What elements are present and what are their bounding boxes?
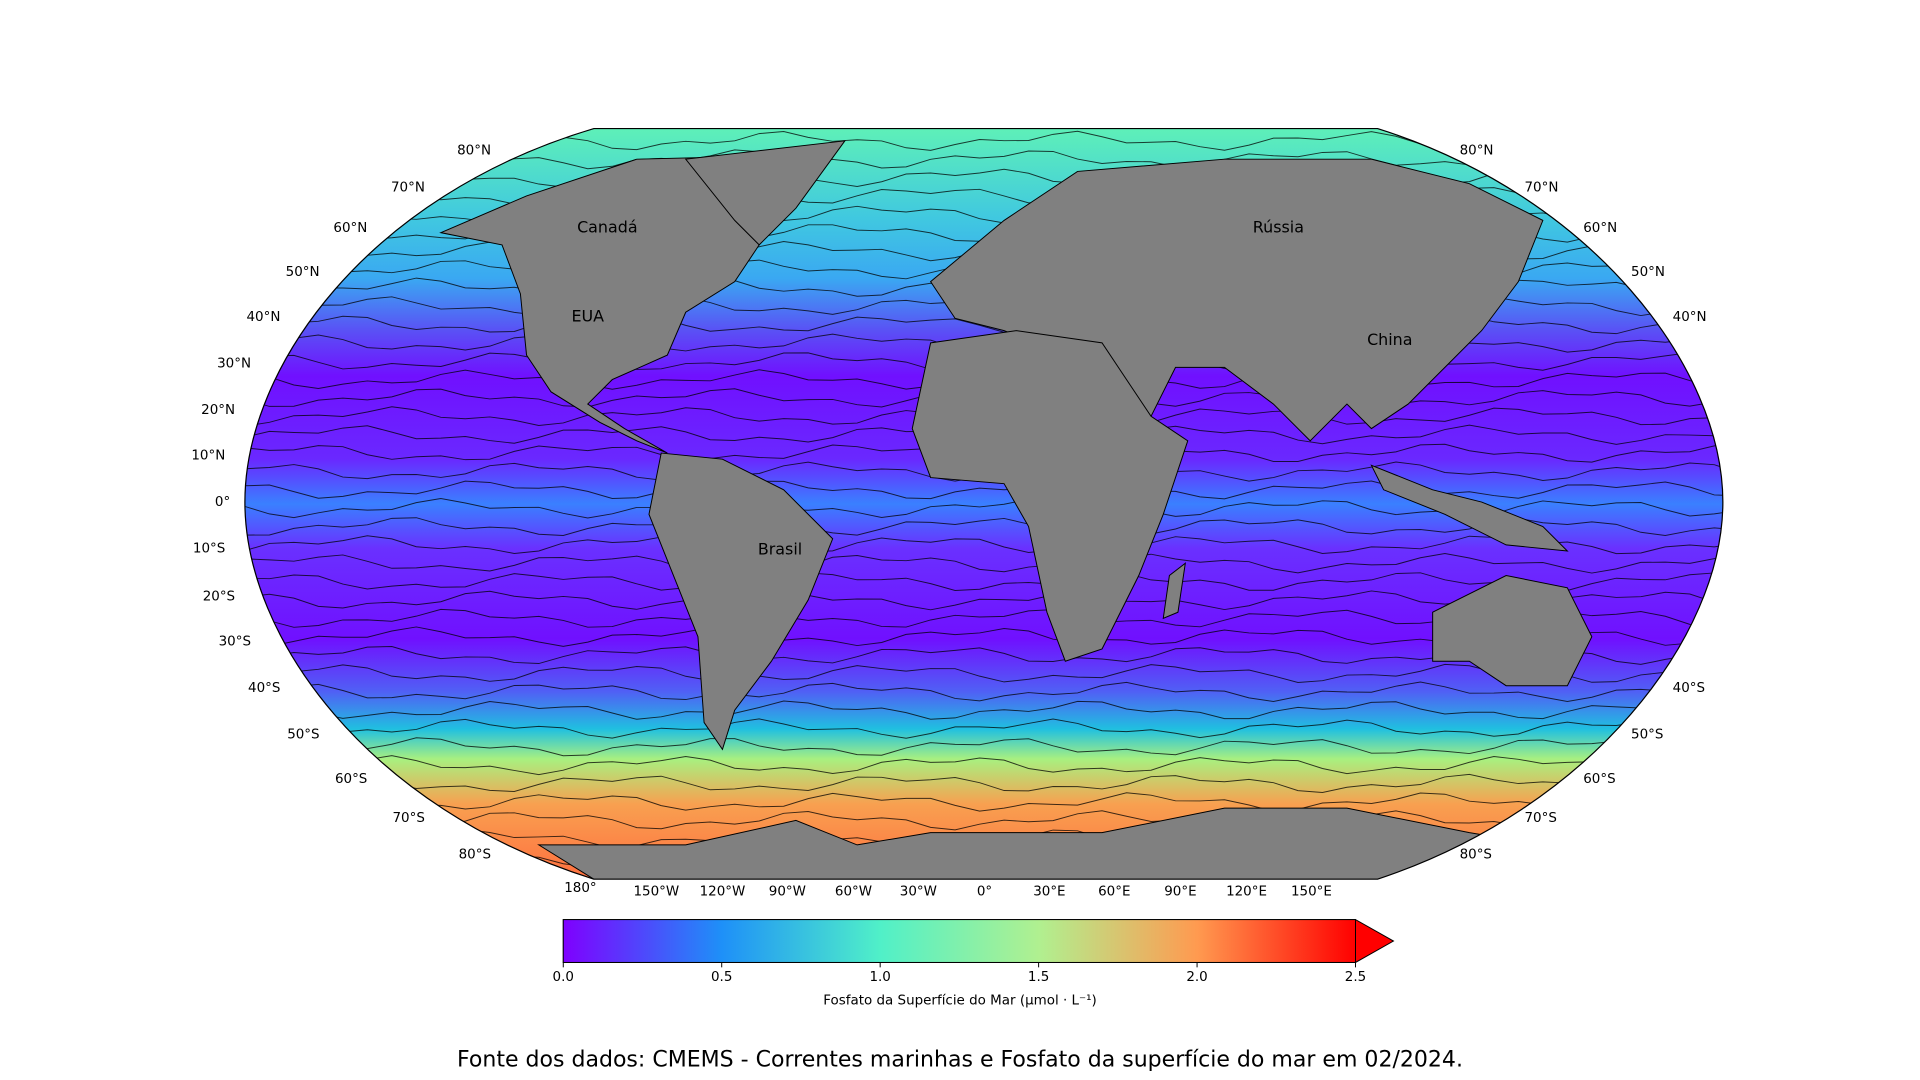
lon-label: 60°E	[1098, 884, 1130, 899]
lon-label: 150°W	[633, 884, 679, 899]
streamline	[244, 480, 1723, 500]
colorbar-tick-label: 2.5	[1345, 970, 1366, 985]
streamline	[244, 535, 1723, 555]
south-america	[648, 452, 834, 751]
lat-label: 40°S	[248, 681, 280, 696]
lon-label: 120°E	[1226, 884, 1267, 899]
streamline	[244, 186, 1723, 206]
map-outline	[244, 127, 1724, 880]
australia	[1432, 574, 1593, 687]
lat-label: 60°N	[333, 221, 367, 236]
lat-label: 40°N	[246, 310, 280, 325]
lat-label: 50°N	[286, 265, 320, 280]
streamline	[244, 552, 1723, 574]
streamline	[244, 700, 1723, 720]
lat-label: 80°N	[457, 144, 491, 159]
lat-label: 10°S	[193, 542, 225, 557]
lon-label: 150°E	[1291, 884, 1332, 899]
lon-label: 30°E	[1033, 884, 1065, 899]
streamline	[244, 681, 1723, 703]
lon-label: 60°W	[835, 884, 872, 899]
lat-label: 10°N	[191, 449, 225, 464]
lat-label: 80°S	[1460, 848, 1492, 863]
map-body	[244, 128, 1723, 880]
colorbar-tick-label: 1.0	[869, 970, 890, 985]
lat-label: 20°N	[201, 403, 235, 418]
streamline	[244, 718, 1723, 739]
lat-label: 50°S	[1631, 728, 1663, 743]
colorbar-label: Fosfato da Superfície do Mar (μmol · L⁻¹…	[823, 992, 1097, 1008]
streamline	[244, 572, 1723, 591]
streamline	[244, 810, 1723, 831]
africa	[911, 330, 1189, 662]
lat-label: 80°N	[1460, 144, 1494, 159]
lon-label: 90°E	[1164, 884, 1196, 899]
lat-label: 50°N	[1631, 265, 1665, 280]
lat-label: 80°S	[459, 848, 491, 863]
lon-label: 0°	[977, 884, 992, 899]
greenland	[684, 140, 846, 246]
land	[439, 140, 1593, 880]
streamline	[244, 773, 1723, 794]
indonesia	[1370, 464, 1569, 552]
lon-label: 120°W	[700, 884, 746, 899]
streamline	[244, 737, 1723, 757]
lat-label: 40°S	[1673, 681, 1705, 696]
antarctica	[537, 807, 1543, 880]
lat-label: 60°N	[1583, 221, 1617, 236]
region-label: Brasil	[758, 539, 802, 558]
lat-label: 70°N	[1524, 180, 1558, 195]
colorbar-tick-label: 0.0	[553, 970, 574, 985]
colorbar-tick-label: 0.5	[711, 970, 732, 985]
region-label: China	[1367, 330, 1412, 349]
lat-label: 30°S	[219, 635, 251, 650]
region-label: EUA	[571, 307, 604, 326]
lon-label: 90°W	[769, 884, 806, 899]
lat-label: 70°N	[391, 180, 425, 195]
caption: Fonte dos dados: CMEMS - Correntes marin…	[457, 1047, 1463, 1072]
streamline	[244, 792, 1723, 812]
lat-label: 40°N	[1673, 310, 1707, 325]
lat-label: 50°S	[287, 728, 319, 743]
lat-label: 60°S	[1583, 772, 1615, 787]
lon-label: 30°W	[900, 884, 937, 899]
lat-label: 20°S	[203, 589, 235, 604]
streamline	[244, 755, 1723, 776]
colorbar-tick-label: 2.0	[1186, 970, 1207, 985]
region-label: Rússia	[1253, 217, 1304, 236]
lon-label: 180°	[564, 881, 596, 896]
lat-label: 70°S	[1524, 811, 1556, 826]
lat-label: 0°	[215, 495, 230, 510]
madagascar	[1162, 562, 1186, 620]
lat-label: 60°S	[335, 772, 367, 787]
colorbar	[562, 919, 1356, 963]
lat-label: 30°N	[217, 357, 251, 372]
lat-label: 70°S	[393, 811, 425, 826]
colorbar-tick-label: 1.5	[1028, 970, 1049, 985]
region-label: Canadá	[577, 217, 638, 236]
